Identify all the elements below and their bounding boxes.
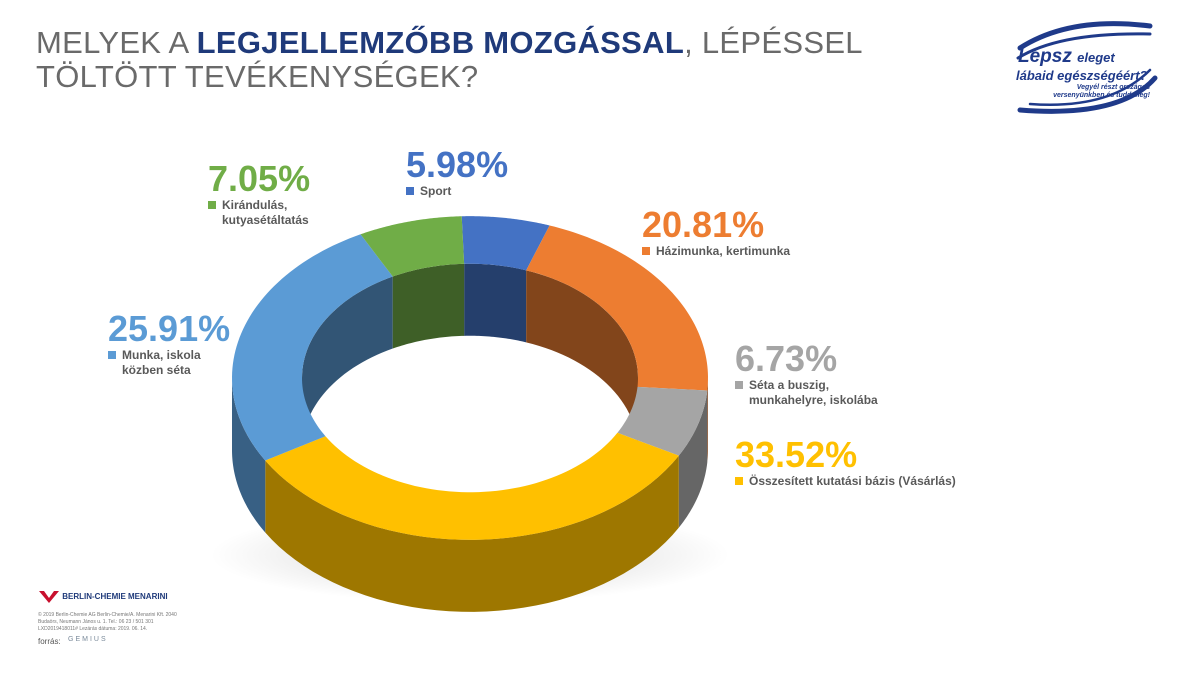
logo-line3: Vegyél részt országos versenyünkben és t… bbox=[1053, 84, 1150, 99]
legend-hazimunka: Házimunka, kertimunka bbox=[642, 244, 790, 259]
category-label-kirandulas: Kirándulás, kutyasétáltatás bbox=[222, 198, 309, 227]
legend-seta-busz: Séta a buszig, munkahelyre, iskolába bbox=[735, 378, 885, 408]
inner-wall-hazimunka bbox=[526, 270, 638, 450]
berlin-chemie-mark-icon bbox=[39, 591, 59, 603]
title-part2: , LÉPÉSSEL TÖLTÖTT TEVÉKENYSÉGEK? bbox=[36, 25, 862, 94]
logo-lepsz: Lépsz bbox=[1018, 46, 1072, 67]
value-label-munka: 25.91% bbox=[108, 308, 231, 349]
value-label-seta-busz: 6.73% bbox=[735, 338, 838, 379]
category-label-osszesitett: Összesített kutatási bázis (Vásárlás) bbox=[749, 474, 956, 488]
legend-kirandulas: Kirándulás, kutyasétáltatás bbox=[208, 198, 328, 228]
category-label-munka: Munka, iskola közben séta bbox=[122, 348, 201, 377]
label-hazimunka: 20.81% Házimunka, kertimunka bbox=[642, 206, 790, 259]
slice-osszesitett bbox=[265, 432, 679, 540]
legend-osszesitett: Összesített kutatási bázis (Vásárlás) bbox=[735, 474, 956, 489]
label-seta-busz: 6.73% Séta a buszig, munkahelyre, iskolá… bbox=[735, 340, 885, 408]
slice-sport bbox=[461, 216, 550, 271]
legend-sport: Sport bbox=[406, 184, 508, 199]
legend-swatch bbox=[735, 477, 743, 485]
label-kirandulas: 7.05% Kirándulás, kutyasétáltatás bbox=[208, 160, 328, 228]
outer-wall-munka bbox=[232, 378, 266, 533]
slice-hazimunka bbox=[526, 225, 708, 391]
inner-wall-kirandulas bbox=[392, 263, 465, 349]
outer-wall-seta-busz bbox=[678, 390, 708, 528]
category-label-sport: Sport bbox=[420, 184, 452, 198]
company-name: BERLIN-CHEMIE MENARINI bbox=[62, 592, 168, 602]
logo-eleget: eleget bbox=[1077, 50, 1115, 65]
title-bold: LEGJELLEMZŐBB MOZGÁSSAL bbox=[196, 25, 685, 60]
label-sport: 5.98% Sport bbox=[406, 146, 508, 199]
pie-layer bbox=[232, 216, 708, 612]
value-label-hazimunka: 20.81% bbox=[642, 204, 765, 245]
slice-seta-busz bbox=[617, 386, 708, 456]
inner-wall-munka bbox=[302, 276, 393, 450]
legend-swatch bbox=[108, 351, 116, 359]
logo-line2: lábaid egészségéért? bbox=[1016, 68, 1148, 83]
inner-wall-sport bbox=[464, 263, 527, 343]
category-label-seta-busz: Séta a buszig, munkahelyre, iskolába bbox=[749, 378, 878, 407]
outer-wall-osszesitett bbox=[265, 455, 679, 612]
logo-line1: Lépsz eleget bbox=[1018, 46, 1115, 68]
legend-swatch bbox=[642, 247, 650, 255]
slice-munka bbox=[232, 234, 393, 461]
category-label-hazimunka: Házimunka, kertimunka bbox=[656, 244, 791, 258]
legend-swatch bbox=[735, 381, 743, 389]
copyright-text: © 2019 Berlin-Chemie AG Berlin-Chemie/A.… bbox=[38, 612, 177, 632]
label-osszesitett: 33.52% Összesített kutatási bázis (Vásár… bbox=[735, 436, 956, 489]
legend-swatch bbox=[208, 201, 216, 209]
title-part1: MELYEK A bbox=[36, 25, 197, 60]
outer-wall-hazimunka bbox=[707, 378, 708, 463]
source-name: GEMIUS bbox=[68, 636, 108, 643]
value-label-osszesitett: 33.52% bbox=[735, 434, 858, 475]
lepsz-logo bbox=[1016, 21, 1158, 114]
page-title: MELYEK A LEGJELLEMZŐBB MOZGÁSSAL, LÉPÉSS… bbox=[36, 26, 916, 94]
value-label-kirandulas: 7.05% bbox=[208, 158, 311, 199]
legend-swatch bbox=[406, 187, 414, 195]
berlin-chemie-logo: BERLIN-CHEMIE MENARINI bbox=[38, 590, 168, 604]
slice-kirandulas bbox=[360, 216, 465, 277]
legend-munka: Munka, iskola közben séta bbox=[108, 348, 218, 378]
value-label-sport: 5.98% bbox=[406, 144, 509, 185]
label-munka: 25.91% Munka, iskola közben séta bbox=[108, 310, 230, 378]
source-label: forrás: bbox=[38, 637, 61, 646]
